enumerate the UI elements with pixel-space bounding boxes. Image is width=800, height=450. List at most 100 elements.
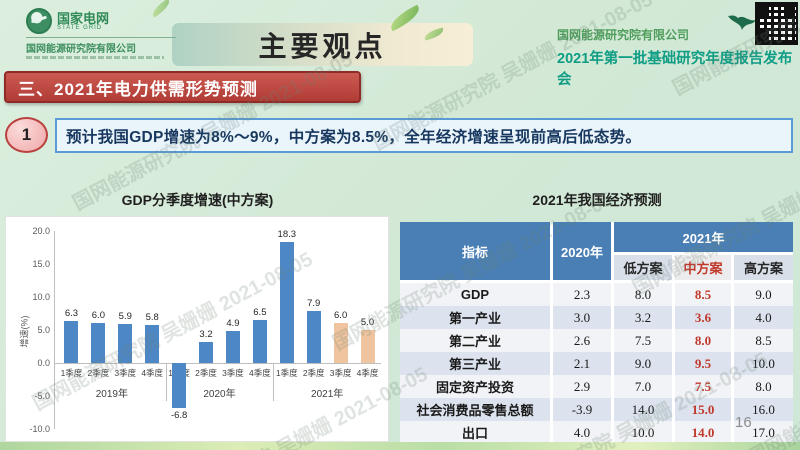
year-label: 2019年: [95, 389, 128, 400]
cell-low: 7.0: [614, 375, 672, 398]
cell-2020: -3.9: [553, 398, 611, 421]
bar-value-label: 5.9: [118, 311, 132, 323]
cell-low: 8.0: [614, 283, 672, 306]
cell-high: 9.0: [734, 283, 793, 306]
bar-value-label: 5.0: [360, 317, 375, 328]
row-indicator: 社会消费品零售总额: [400, 398, 550, 421]
row-indicator: GDP: [400, 283, 550, 306]
brand-name-en: STATE GRID: [57, 24, 103, 31]
cell-low: 7.5: [614, 329, 672, 352]
cell-low: 14.0: [614, 398, 672, 421]
bar-value-label: 6.0: [91, 310, 105, 322]
cell-2020: 4.0: [553, 421, 611, 444]
cell-2020: 2.3: [553, 283, 611, 306]
page-number: 16: [735, 414, 752, 431]
slide-title: 主要观点: [258, 30, 387, 62]
year-label: 2021年: [311, 389, 344, 400]
row-indicator: 第三产业: [400, 352, 550, 375]
quarter-label: 3季度: [329, 368, 352, 378]
gdp-bar: [118, 324, 133, 363]
cell-mid: 9.5: [675, 352, 731, 375]
logo-org-en-line: [26, 56, 164, 59]
gdp-bar: [360, 330, 375, 363]
bar-value-label: 18.3: [277, 229, 297, 241]
state-grid-logo: 国家电网 STATE GRID 国网能源研究院有限公司: [26, 8, 176, 59]
bar-value-label: 5.8: [145, 311, 159, 323]
col-header-indicator: 指标: [400, 222, 550, 280]
quarter-label: 4季度: [141, 368, 164, 378]
logo-divider: [26, 37, 176, 38]
bar-value-label: -6.8: [170, 409, 188, 421]
gdp-bar: [252, 320, 267, 363]
y-axis-line: [54, 231, 55, 429]
row-indicator: 第一产业: [400, 306, 550, 329]
cell-high: 17.0: [734, 421, 793, 444]
quarter-label: 1季度: [275, 368, 298, 378]
y-axis-label: 增速(%): [19, 315, 30, 348]
quarter-label: 2季度: [302, 368, 325, 378]
bottom-decor-strip: [0, 442, 800, 450]
y-tick-label: 20.0: [32, 226, 50, 236]
year-separator-line: [273, 363, 275, 401]
gdp-quarterly-chart: 20.0 15.0 10.0 5.0 0.0 -5.0 -10.0 增速(%) 2019年 202…: [5, 216, 389, 442]
row-indicator: 出口: [400, 421, 550, 444]
gdp-bar: [279, 242, 294, 363]
y-tick-label: -5.0: [34, 391, 50, 401]
cell-high: 16.0: [734, 398, 793, 421]
quarter-label: 4季度: [356, 368, 379, 378]
gdp-bar: [64, 321, 79, 363]
bar-value-label: 7.9: [307, 297, 321, 309]
quarter-label: 1季度: [60, 368, 83, 378]
gdp-bar: [199, 341, 214, 363]
quarter-label: 3季度: [222, 368, 244, 378]
quarter-label: 3季度: [114, 368, 137, 378]
qr-code: [755, 2, 798, 45]
cell-mid: 14.0: [675, 421, 731, 444]
event-name: 2021年第一批基础研究年度报告发布会: [557, 51, 793, 88]
col-header-2020: 2020年: [553, 222, 611, 280]
cell-2020: 3.0: [553, 306, 611, 329]
gdp-bar: [172, 363, 187, 408]
cell-2020: 2.1: [553, 352, 611, 375]
quarter-label: 4季度: [249, 368, 271, 378]
quarter-label: 2季度: [87, 368, 110, 378]
bar-value-label: 4.9: [226, 317, 240, 329]
cell-high: 10.0: [734, 352, 793, 375]
section-title: 三、2021年电力供需形势预测: [18, 79, 258, 99]
year-label: 2020年: [203, 389, 236, 400]
gdp-bar: [333, 323, 348, 363]
quarter-label: 2季度: [195, 368, 217, 378]
zero-axis-line: [54, 363, 381, 364]
gdp-bar: [91, 323, 106, 363]
y-tick-label: 5.0: [37, 325, 50, 335]
brand-name: 国家电网: [57, 10, 110, 26]
gdp-bar: [225, 330, 240, 363]
slide-title-band: 主要观点: [172, 23, 473, 66]
row-indicator: 第二产业: [400, 329, 550, 352]
cell-mid: 8.0: [675, 329, 731, 352]
key-point-box: 预计我国GDP增速为8%～9%，中方案为8.5%，全年经济增速呈现前高后低态势。: [55, 118, 793, 153]
row-indicator: 固定资产投资: [400, 375, 550, 398]
y-tick-label: 15.0: [32, 259, 50, 269]
cell-low: 10.0: [614, 421, 672, 444]
cell-mid: 3.6: [675, 306, 731, 329]
bar-value-label: 6.5: [253, 307, 267, 319]
cell-mid: 8.5: [675, 283, 731, 306]
gdp-bar: [145, 324, 160, 363]
org-name: 国网能源研究院有限公司: [557, 28, 690, 42]
cell-high: 4.0: [734, 306, 793, 329]
bar-value-label: 3.2: [199, 328, 213, 340]
table-title: 2021年我国经济预测: [532, 192, 662, 208]
cell-low: 3.2: [614, 306, 672, 329]
year-separator-line: [165, 363, 167, 401]
y-tick-label: 10.0: [32, 292, 50, 302]
point-number: 1: [21, 125, 32, 144]
logo-org-name: 国网能源研究院有限公司: [26, 44, 136, 55]
point-number-badge: 1: [5, 117, 48, 153]
economy-forecast-table: 指标 2020年 2021年 低方案 中方案 高方案 GDP 2.3 8.0 8.5 9.0 第一产业…: [400, 222, 793, 444]
key-point-text: 预计我国GDP增速为8%～9%，中方案为8.5%，全年经济增速呈现前高后低态势。: [66, 128, 642, 146]
gdp-bar: [306, 310, 321, 363]
y-tick-label: -10.0: [29, 424, 50, 434]
bar-value-label: 6.3: [64, 308, 79, 320]
y-tick-label: 0.0: [37, 358, 50, 368]
